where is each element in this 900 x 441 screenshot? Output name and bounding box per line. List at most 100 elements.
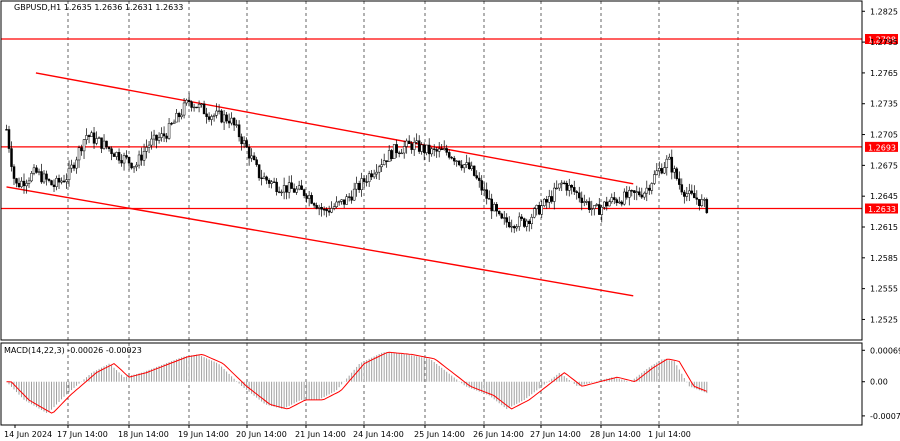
candle-body — [245, 140, 248, 148]
candle-body — [525, 220, 528, 227]
candle-body — [347, 196, 351, 198]
candle-body — [240, 136, 243, 145]
candle-body — [557, 183, 561, 189]
candle-body — [290, 182, 293, 189]
candle-body — [222, 114, 226, 123]
candle-body — [560, 182, 563, 185]
candle-body — [565, 182, 569, 191]
candle-body — [275, 181, 278, 192]
candle-body — [352, 188, 356, 201]
candle-body — [410, 143, 413, 150]
level-label-box — [865, 203, 898, 214]
price-tick-label: 1.2705 — [870, 131, 898, 140]
candle-body — [105, 140, 108, 148]
candle-body — [580, 197, 584, 203]
candle-body — [95, 138, 98, 144]
candle-body — [470, 165, 473, 170]
price-tick-label: 1.2675 — [870, 161, 898, 170]
candle-body — [397, 152, 401, 154]
candle-body — [250, 155, 253, 159]
candle-body — [260, 177, 263, 179]
candle-body — [530, 216, 533, 224]
candle-body — [302, 189, 306, 196]
candle-body — [277, 191, 281, 193]
candle-body — [192, 106, 196, 109]
candle-body — [35, 167, 38, 173]
candle-body — [295, 188, 298, 193]
candle-body — [80, 147, 83, 152]
candle-body — [262, 176, 266, 179]
candle-body — [187, 99, 191, 103]
candle-body — [415, 140, 418, 143]
candle-body — [307, 195, 311, 199]
price-tick-label: 1.2735 — [870, 100, 898, 109]
time-tick-label: 20 Jun 14:00 — [236, 430, 287, 439]
candle-body — [320, 207, 323, 210]
candle-body — [345, 196, 348, 205]
price-tick-label: 1.2645 — [870, 192, 898, 201]
candle-body — [613, 197, 616, 200]
candle-body — [452, 157, 456, 162]
candle-body — [270, 181, 273, 184]
candle-body — [72, 164, 76, 169]
macd-histogram — [8, 352, 708, 413]
channel-lower-line — [6, 186, 634, 297]
candle-body — [130, 162, 133, 169]
candle-body — [297, 185, 301, 190]
candle-body — [630, 190, 634, 192]
candle-body — [372, 173, 376, 178]
candle-body — [175, 113, 178, 123]
time-tick-label: 1 Jul 14:00 — [648, 430, 691, 439]
time-tick-label: 26 Jun 14:00 — [473, 430, 524, 439]
candle-body — [678, 178, 681, 185]
candle-body — [547, 196, 551, 203]
candle-body — [312, 203, 316, 206]
time-tick-label: 27 Jun 14:00 — [530, 430, 581, 439]
candle-body — [477, 177, 481, 181]
candle-body — [688, 190, 691, 194]
candle-body — [330, 208, 333, 213]
candle-body — [615, 199, 619, 204]
candle-body — [407, 140, 411, 145]
price-tick-label: 1.2585 — [870, 254, 898, 263]
candle-body — [430, 148, 433, 155]
candle-body — [578, 192, 581, 199]
candle-body — [405, 140, 408, 147]
candle-body — [595, 204, 599, 206]
candle-body — [325, 209, 328, 212]
candle-body — [590, 208, 594, 210]
candle-body — [77, 147, 81, 161]
candle-body — [675, 168, 679, 179]
candle-body — [645, 187, 649, 194]
candle-body — [520, 216, 523, 219]
candle-body — [10, 148, 13, 167]
candle-body — [180, 114, 183, 118]
level-label: 1.2798 — [868, 36, 896, 45]
candle-body — [55, 177, 58, 187]
candle-body — [332, 206, 336, 209]
candle-body — [265, 176, 268, 181]
candle-body — [535, 205, 538, 209]
price-tick-label: 1.2765 — [870, 69, 898, 78]
candle-body — [127, 156, 131, 164]
level-label: 1.2693 — [868, 143, 896, 152]
candle-body — [422, 144, 426, 153]
candle-body — [285, 185, 288, 193]
candle-body — [532, 208, 536, 218]
candle-body — [172, 121, 176, 124]
macd-header: MACD(14,22,3) -0.00026 -0.00023 — [4, 346, 142, 355]
candle-body — [62, 180, 66, 183]
candle-body — [365, 181, 368, 183]
candle-body — [485, 189, 488, 199]
candle-body — [150, 138, 153, 146]
candle-body — [335, 201, 338, 207]
macd-signal-line — [6, 351, 707, 414]
candle-body — [500, 213, 503, 219]
candle-body — [45, 173, 48, 180]
candle-body — [585, 201, 589, 203]
candle-body — [563, 182, 566, 185]
candle-body — [382, 160, 386, 165]
candle-body — [502, 217, 506, 219]
candle-body — [705, 199, 709, 213]
candle-body — [52, 184, 56, 187]
